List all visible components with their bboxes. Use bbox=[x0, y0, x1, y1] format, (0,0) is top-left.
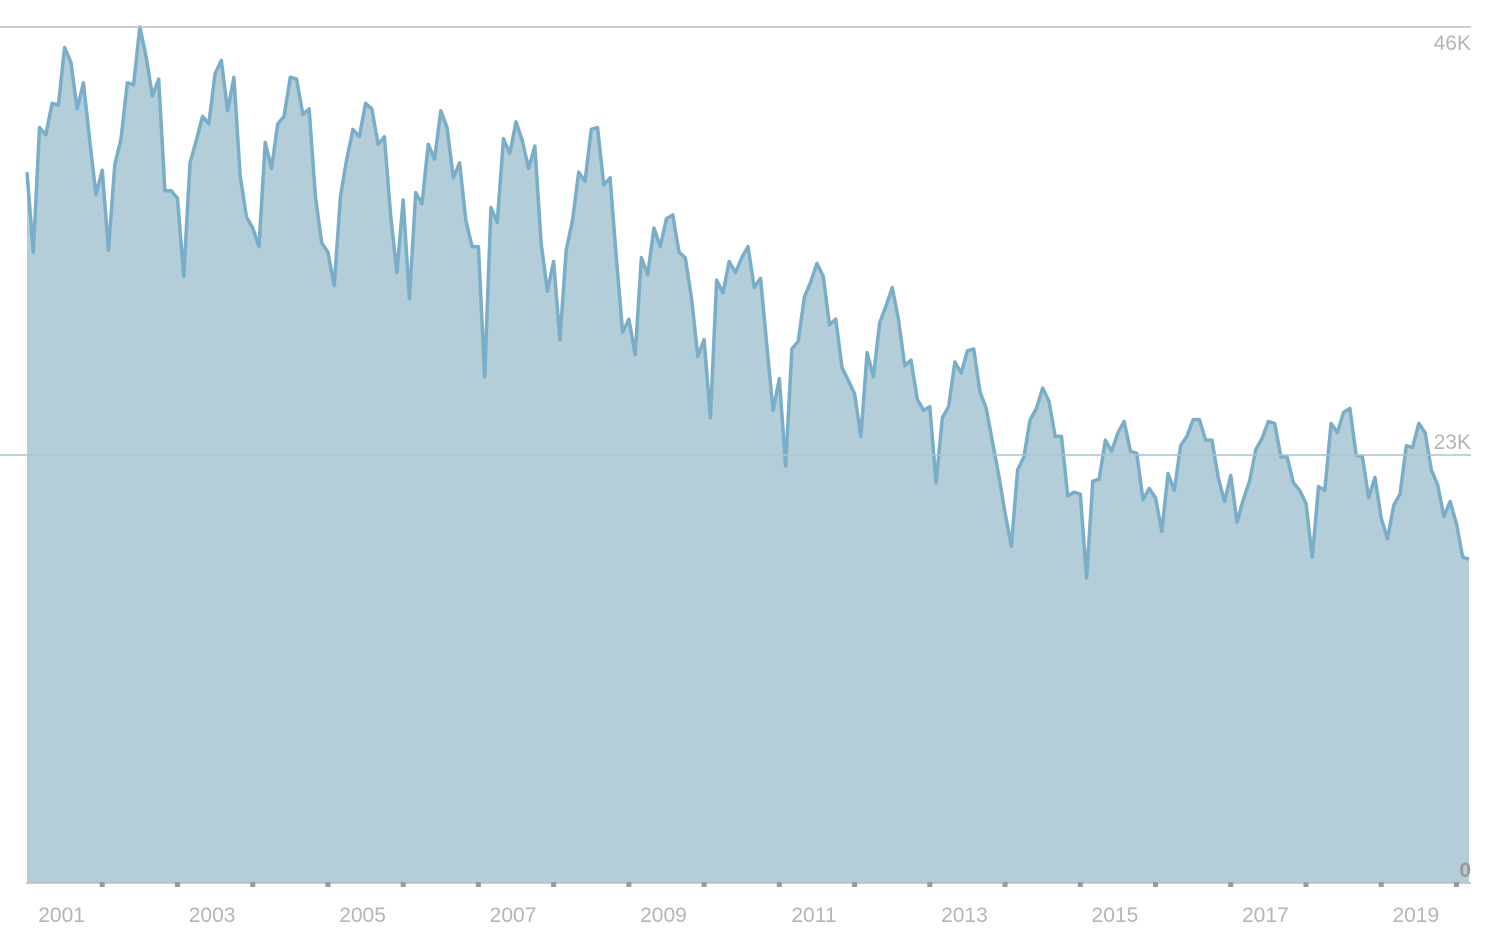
x-tick bbox=[1453, 882, 1459, 887]
x-tick bbox=[1002, 882, 1008, 887]
x-tick-label: 2013 bbox=[941, 904, 988, 927]
y-tick-label: 23K bbox=[1434, 431, 1471, 454]
x-tick-label: 2017 bbox=[1242, 904, 1289, 927]
x-tick bbox=[99, 882, 105, 887]
y-tick-label: 0 bbox=[1459, 859, 1471, 882]
x-tick bbox=[1077, 882, 1083, 887]
x-tick bbox=[852, 882, 858, 887]
x-tick bbox=[551, 882, 557, 887]
x-tick-label: 2007 bbox=[490, 904, 537, 927]
x-tick bbox=[1303, 882, 1309, 887]
x-tick bbox=[1228, 882, 1234, 887]
x-tick-label: 2019 bbox=[1392, 904, 1439, 927]
x-tick bbox=[400, 882, 406, 887]
x-tick-label: 2001 bbox=[38, 904, 85, 927]
x-tick-label: 2015 bbox=[1092, 904, 1139, 927]
y-tick-label: 46K bbox=[1434, 32, 1471, 55]
x-tick bbox=[174, 882, 180, 887]
x-tick bbox=[1153, 882, 1159, 887]
x-tick bbox=[250, 882, 256, 887]
x-tick bbox=[626, 882, 632, 887]
x-tick-label: 2011 bbox=[791, 904, 836, 927]
x-tick bbox=[475, 882, 481, 887]
line bbox=[25, 25, 1470, 580]
x-tick bbox=[701, 882, 707, 887]
x-tick-label: 2009 bbox=[640, 904, 687, 927]
x-tick-label: 2003 bbox=[189, 904, 236, 927]
x-tick bbox=[325, 882, 331, 887]
x-tick-label: 2005 bbox=[339, 904, 386, 927]
x-tick bbox=[776, 882, 782, 887]
x-tick bbox=[927, 882, 933, 887]
x-tick bbox=[1378, 882, 1384, 887]
